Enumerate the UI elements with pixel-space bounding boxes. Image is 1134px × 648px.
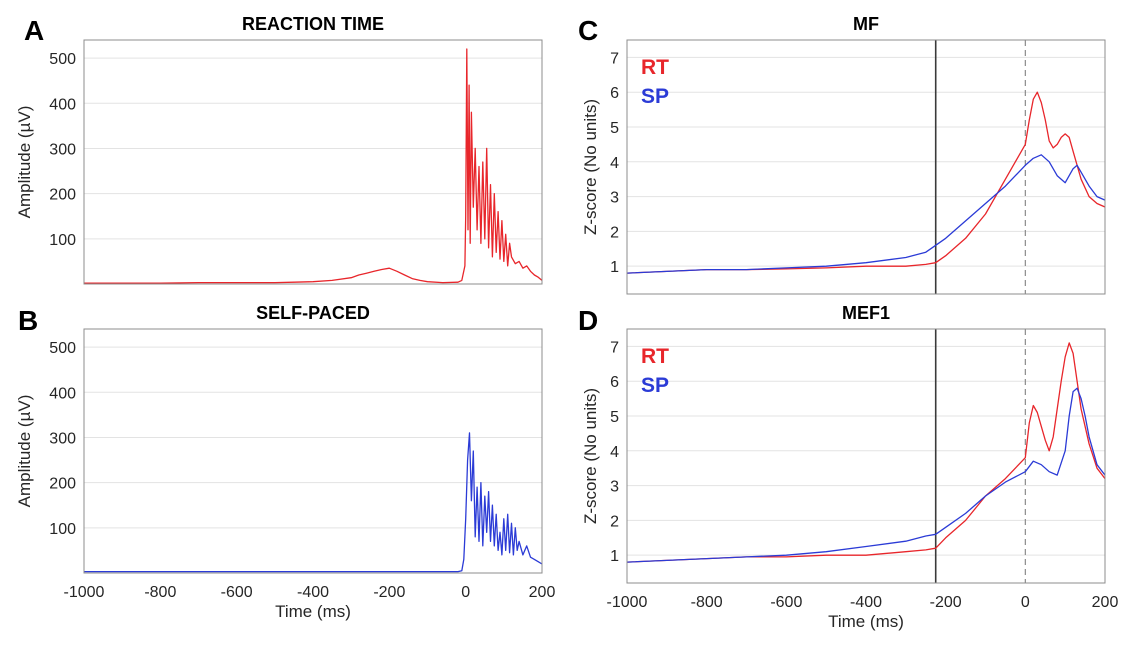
panel-c-ytick-label: 3 bbox=[610, 190, 619, 207]
panel-a-title: REACTION TIME bbox=[242, 14, 384, 34]
panel-letter-d: D bbox=[578, 305, 598, 336]
panel-a-series-series-0 bbox=[84, 48, 543, 284]
panel-d-title: MEF1 bbox=[842, 303, 890, 323]
panel-letter-a: A bbox=[24, 15, 44, 46]
panel-a-ytick-label: 400 bbox=[49, 96, 76, 113]
panel-d-xtick-label: -400 bbox=[850, 594, 882, 611]
panel-d-xtick-label: -600 bbox=[770, 594, 802, 611]
panel-c-legend-rt: RT bbox=[641, 56, 669, 79]
panel-a-axes-box bbox=[83, 39, 543, 285]
panel-d-ytick-label: 4 bbox=[610, 444, 619, 461]
panel-d-xtick-label: 0 bbox=[1021, 594, 1030, 611]
panel-c-ylabel: Z-score (No units) bbox=[581, 99, 600, 235]
panel-b-series-series-0 bbox=[84, 432, 543, 573]
panel-d-series-rt bbox=[626, 342, 1106, 563]
panel-b-ytick-label: 400 bbox=[49, 385, 76, 402]
panel-d-xtick-label: -800 bbox=[691, 594, 723, 611]
panel-b-xtick-label: -1000 bbox=[64, 584, 105, 601]
panel-a-ylabel: Amplitude (µV) bbox=[15, 106, 34, 219]
panel-d-ytick-label: 5 bbox=[610, 409, 619, 426]
panel-c-axes-box bbox=[626, 39, 1106, 295]
panel-d-ytick-label: 7 bbox=[610, 339, 619, 356]
panel-b-xtick-label: -400 bbox=[297, 584, 329, 601]
panel-b-xtick-label: -800 bbox=[144, 584, 176, 601]
panel-d-legend-sp: SP bbox=[641, 374, 669, 397]
panel-c-ytick-label: 1 bbox=[610, 259, 619, 276]
panel-b-title: SELF-PACED bbox=[256, 303, 370, 323]
panel-b-xtick-label: 200 bbox=[529, 584, 556, 601]
panel-c-legend-sp: SP bbox=[641, 85, 669, 108]
panel-d-ytick-label: 1 bbox=[610, 548, 619, 565]
panel-d-xtick-label: -200 bbox=[930, 594, 962, 611]
panel-b-xtick-label: -200 bbox=[373, 584, 405, 601]
panel-b-ytick-label: 500 bbox=[49, 340, 76, 357]
panel-letter-b: B bbox=[18, 305, 38, 336]
panel-d-axes-box bbox=[626, 328, 1106, 584]
panel-a-ytick-label: 500 bbox=[49, 51, 76, 68]
panel-b-xlabel: Time (ms) bbox=[275, 602, 351, 621]
panel-c-series-rt bbox=[626, 91, 1106, 274]
panel-d-series-sp bbox=[626, 387, 1106, 563]
panel-d-ytick-label: 2 bbox=[610, 513, 619, 530]
panel-b-xtick-label: -600 bbox=[221, 584, 253, 601]
panel-a-reaction-time: 100 200 300 400 500 REACTION TIME Amplitude (µ… bbox=[15, 14, 543, 285]
panel-d-mef1: 1 2 3 4 5 6 7 -1000 -800 -600 -400 -200 0 200 MEF1 Z-sc… bbox=[581, 303, 1118, 631]
panel-c-ytick-label: 6 bbox=[610, 85, 619, 102]
panel-c-ytick-label: 7 bbox=[610, 50, 619, 67]
panel-d-ylabel: Z-score (No units) bbox=[581, 388, 600, 524]
panel-b-self-paced: 100 200 300 400 500 -1000 -800 -600 -400 -200 0 200… bbox=[15, 303, 555, 621]
panel-a-ytick-label: 200 bbox=[49, 187, 76, 204]
panel-b-axes-box bbox=[83, 328, 543, 574]
panel-c-ytick-label: 5 bbox=[610, 120, 619, 137]
panel-d-ytick-label: 6 bbox=[610, 374, 619, 391]
panel-a-ytick-label: 300 bbox=[49, 141, 76, 158]
panel-d-xtick-label: 200 bbox=[1092, 594, 1119, 611]
panel-b-xtick-label: 0 bbox=[461, 584, 470, 601]
panel-b-ytick-label: 300 bbox=[49, 430, 76, 447]
panel-c-title: MF bbox=[853, 14, 879, 34]
panel-b-ytick-label: 200 bbox=[49, 476, 76, 493]
panel-c-ytick-label: 4 bbox=[610, 155, 619, 172]
panel-c-ytick-label: 2 bbox=[610, 224, 619, 241]
panel-letter-c: C bbox=[578, 15, 598, 46]
panel-a-ytick-label: 100 bbox=[49, 232, 76, 249]
panel-b-ytick-label: 100 bbox=[49, 521, 76, 538]
panel-d-xlabel: Time (ms) bbox=[828, 612, 904, 631]
panel-b-ylabel: Amplitude (µV) bbox=[15, 395, 34, 508]
panel-d-xtick-label: -1000 bbox=[607, 594, 648, 611]
panel-c-mf: 1 2 3 4 5 6 7 MF Z-score (No units) RT SP bbox=[581, 14, 1106, 295]
panel-c-series-sp bbox=[626, 154, 1106, 274]
panel-d-legend-rt: RT bbox=[641, 345, 669, 368]
panel-d-ytick-label: 3 bbox=[610, 479, 619, 496]
